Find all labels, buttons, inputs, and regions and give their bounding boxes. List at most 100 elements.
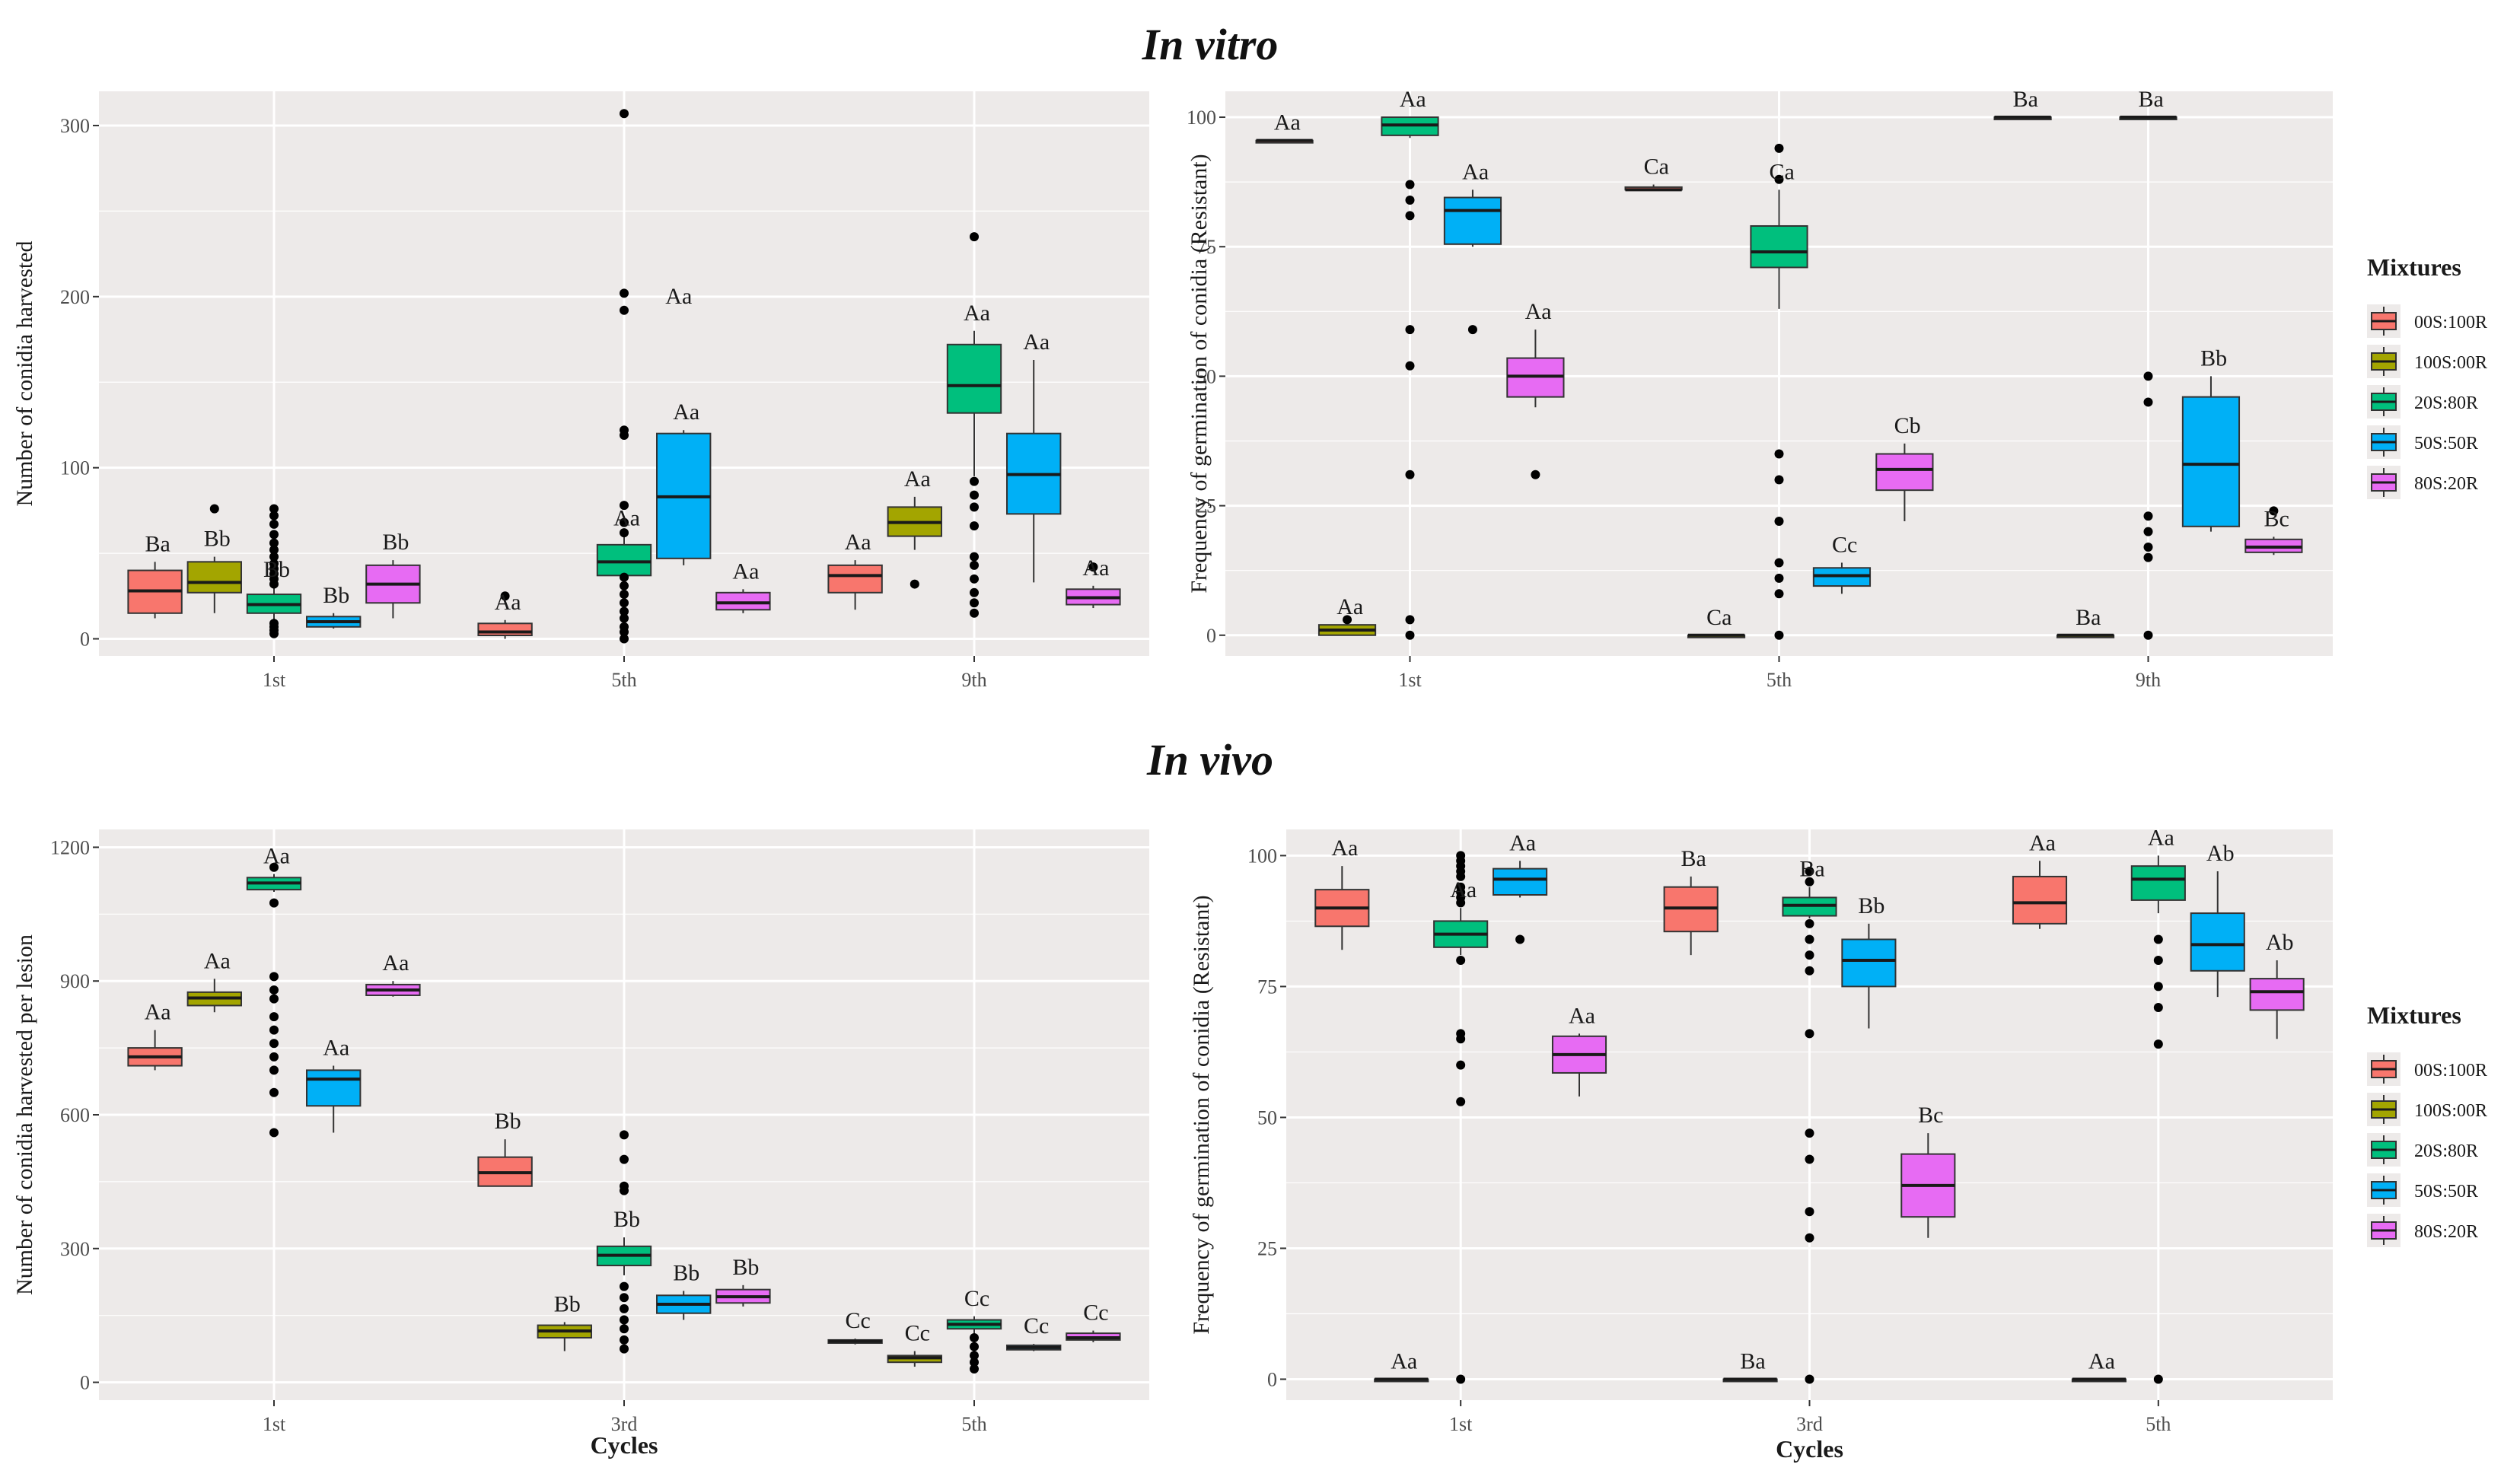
outlier-point bbox=[1805, 877, 1814, 887]
significance-label: Ca bbox=[1770, 159, 1795, 184]
outlier-point bbox=[620, 622, 629, 632]
significance-label: Aa bbox=[1400, 87, 1426, 112]
outlier-point bbox=[1456, 882, 1466, 892]
box-20S-80R-3rd: Ba bbox=[1782, 857, 1837, 1384]
y-tick-label: 100 bbox=[1247, 845, 1277, 867]
box-00S-100R-5th: Aa bbox=[477, 590, 533, 639]
box-20S-80R-1st: Aa bbox=[1381, 87, 1439, 640]
outlier-point bbox=[269, 1128, 279, 1138]
outlier-point bbox=[970, 490, 979, 500]
x-tick-label: 3rd bbox=[611, 1413, 638, 1435]
box-100S-00R-3rd: Bb bbox=[537, 1291, 592, 1351]
significance-label: Bb bbox=[495, 1109, 521, 1134]
significance-label: Ab bbox=[2266, 930, 2294, 955]
significance-label: Aa bbox=[1509, 830, 1536, 855]
significance-label: Aa bbox=[1331, 836, 1358, 861]
y-tick-label: 1200 bbox=[50, 836, 90, 858]
significance-label: Aa bbox=[613, 506, 640, 531]
legend-label: 00S:100R bbox=[2414, 313, 2487, 333]
box-50S-50R-5th: Aa bbox=[656, 399, 712, 565]
significance-label: Cc bbox=[964, 1286, 989, 1311]
significance-label: Ba bbox=[2013, 87, 2038, 112]
legend-title: Mixtures bbox=[2367, 1001, 2461, 1029]
outlier-point bbox=[620, 572, 629, 582]
box-body bbox=[2130, 865, 2186, 901]
outlier-point bbox=[620, 1324, 629, 1334]
significance-label: Aa bbox=[1450, 877, 1477, 902]
box-50S-50R-1st: Aa bbox=[1493, 830, 1548, 944]
significance-label: Bc bbox=[2264, 506, 2289, 531]
outlier-point bbox=[970, 502, 979, 512]
significance-label: Ba bbox=[145, 531, 170, 556]
significance-label: Cc bbox=[845, 1308, 870, 1333]
outlier-point bbox=[1774, 475, 1784, 485]
box-80S-20R-9th: Aa bbox=[1066, 555, 1121, 609]
outlier-point bbox=[2153, 956, 2163, 966]
outlier-point bbox=[1774, 558, 1784, 568]
significance-label: Ba bbox=[1740, 1348, 1765, 1374]
outlier-point bbox=[970, 1332, 979, 1342]
box-80S-20R-5th: Aa bbox=[715, 559, 771, 613]
box-20S-80R-5th: Ca bbox=[1750, 143, 1808, 640]
outlier-point bbox=[2153, 1374, 2163, 1384]
significance-label: Cc bbox=[905, 1321, 930, 1346]
outlier-point bbox=[269, 862, 279, 872]
box-body bbox=[2190, 912, 2245, 972]
box-80S-20R-1st: Aa bbox=[365, 950, 421, 997]
outlier-point bbox=[1805, 950, 1814, 960]
outlier-point bbox=[1774, 589, 1784, 599]
y-axis-label: Frequency of germination of conidia (Res… bbox=[1189, 895, 1214, 1334]
outlier-point bbox=[1456, 1097, 1466, 1106]
outlier-point bbox=[970, 587, 979, 597]
y-tick-label: 25 bbox=[1257, 1237, 1277, 1259]
significance-label: Aa bbox=[732, 559, 759, 584]
outlier-point bbox=[2153, 1002, 2163, 1012]
box-80S-20R-5th: Cc bbox=[1066, 1300, 1121, 1342]
significance-label: Ba bbox=[2076, 605, 2101, 630]
outlier-point bbox=[1343, 615, 1352, 625]
outlier-point bbox=[2143, 511, 2153, 521]
significance-label: Cc bbox=[1083, 1300, 1108, 1326]
box-80S-20R-9th: Bc bbox=[2244, 506, 2303, 555]
y-axis-label: Frequency of germination of conidia (Res… bbox=[1187, 154, 1212, 593]
outlier-point bbox=[269, 519, 279, 529]
box-20S-80R-1st: Bb bbox=[246, 504, 302, 638]
box-50S-50R-5th: Ab bbox=[2190, 841, 2245, 998]
outlier-point bbox=[1774, 449, 1784, 459]
significance-label: Aa bbox=[964, 301, 990, 326]
outlier-point bbox=[269, 545, 279, 555]
outlier-point bbox=[500, 591, 510, 601]
outlier-point bbox=[269, 530, 279, 540]
significance-label: Cc bbox=[1832, 532, 1857, 557]
y-tick-label: 900 bbox=[60, 970, 90, 992]
outlier-point bbox=[620, 1344, 629, 1354]
outlier-point bbox=[1405, 361, 1415, 371]
box-50S-50R-9th: Bb bbox=[2181, 345, 2241, 532]
box-80S-20R-3rd: Bb bbox=[715, 1255, 771, 1307]
box-50S-50R-5th: Cc bbox=[1812, 532, 1872, 594]
significance-label: Bb bbox=[554, 1291, 581, 1316]
x-tick-label: 1st bbox=[263, 1413, 286, 1435]
outlier-point bbox=[1805, 1233, 1814, 1243]
panel-in-vitro-germination: 0 25 50 75 100 1st 5th 9th Frequency of germinat… bbox=[1187, 87, 2333, 691]
significance-label: Aa bbox=[673, 399, 699, 425]
significance-label: Aa bbox=[145, 1000, 171, 1025]
outlier-point bbox=[620, 634, 629, 644]
significance-label: Ba bbox=[1799, 857, 1824, 882]
outlier-point bbox=[620, 1304, 629, 1313]
outlier-point bbox=[620, 1281, 629, 1291]
outlier-point bbox=[1805, 867, 1814, 877]
x-tick-label: 5th bbox=[1767, 669, 1792, 691]
outlier-point bbox=[620, 109, 629, 119]
y-tick-label: 75 bbox=[1196, 236, 1216, 258]
outlier-point bbox=[620, 288, 629, 298]
legend-key bbox=[2367, 1214, 2401, 1247]
x-tick-label: 5th bbox=[961, 1413, 986, 1435]
box-100S-00R-1st: Aa bbox=[186, 948, 242, 1013]
outlier-point bbox=[269, 1065, 279, 1075]
legend-key bbox=[2367, 345, 2401, 378]
box-body bbox=[2249, 978, 2305, 1011]
outlier-point bbox=[2143, 371, 2153, 381]
significance-label: Aa bbox=[1274, 110, 1301, 135]
outlier-point bbox=[620, 517, 629, 527]
